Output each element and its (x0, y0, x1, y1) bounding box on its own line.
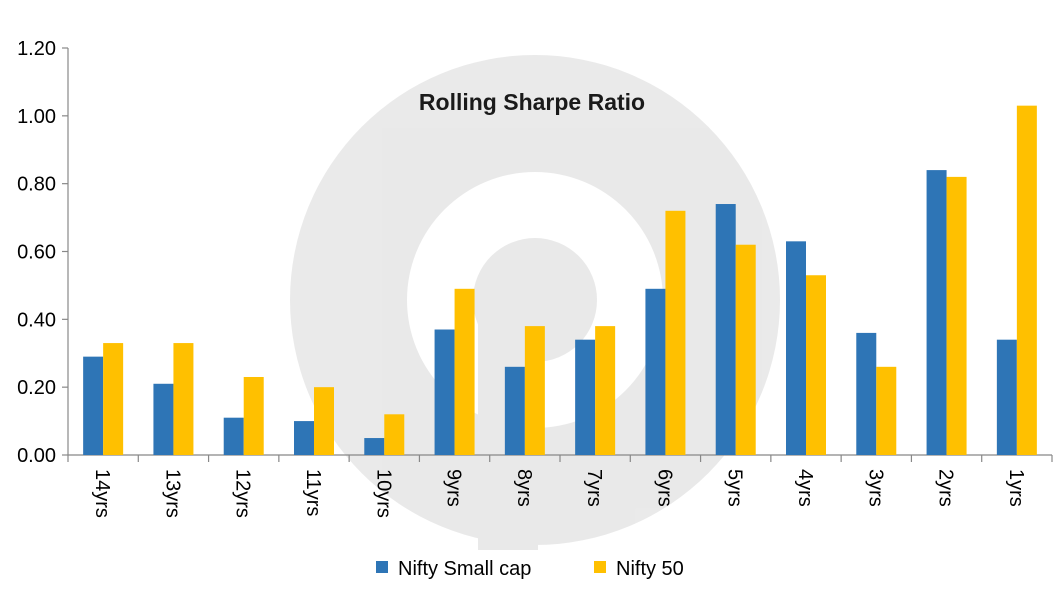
x-tick-label: 5yrs (724, 469, 746, 507)
y-tick-label: 0.00 (17, 445, 56, 467)
bar-nifty-50-6yrs (665, 210, 686, 455)
bar-nifty-50-12yrs (243, 376, 264, 455)
bar-nifty-small-cap-10yrs (364, 438, 385, 455)
bar-nifty-small-cap-9yrs (434, 329, 455, 455)
bar-nifty-small-cap-8yrs (504, 366, 525, 455)
x-tick-label: 9yrs (443, 469, 465, 507)
y-tick-label: 0.20 (17, 377, 56, 399)
bar-nifty-small-cap-12yrs (223, 417, 244, 455)
bar-nifty-50-4yrs (806, 275, 826, 455)
bar-nifty-50-9yrs (454, 288, 475, 455)
y-tick-label: 0.40 (17, 309, 56, 331)
bar-nifty-small-cap-5yrs (715, 204, 736, 455)
chart-title: Rolling Sharpe Ratio (419, 89, 645, 115)
x-tick-label: 7yrs (583, 469, 605, 507)
bars (83, 105, 1037, 456)
bar-nifty-small-cap-13yrs (153, 383, 174, 455)
legend-label-nifty-50: Nifty 50 (616, 558, 684, 580)
bar-nifty-small-cap-6yrs (645, 288, 666, 455)
x-tick-label: 2yrs (935, 469, 957, 507)
x-tick-label: 10yrs (372, 469, 394, 518)
bar-nifty-small-cap-7yrs (575, 339, 596, 455)
y-tick-label: 0.60 (17, 242, 56, 264)
y-tick-label: 0.80 (17, 174, 56, 196)
bar-nifty-small-cap-1yrs (996, 339, 1017, 455)
bar-nifty-50-14yrs (103, 343, 124, 455)
bar-nifty-small-cap-4yrs (786, 241, 806, 455)
x-tick-label: 11yrs (302, 469, 324, 516)
x-tick-label: 12yrs (232, 469, 254, 518)
bar-nifty-50-7yrs (595, 326, 616, 455)
bar-nifty-small-cap-14yrs (83, 356, 104, 455)
x-tick-label: 1yrs (1005, 469, 1027, 507)
bar-nifty-50-11yrs (314, 387, 334, 455)
x-axis-ticks (67, 455, 1053, 462)
x-tick-label: 8yrs (513, 469, 535, 507)
bar-nifty-small-cap-2yrs (926, 170, 947, 455)
legend-swatch-nifty-small-cap (376, 561, 388, 573)
legend: Nifty Small cap Nifty 50 (376, 558, 684, 580)
bar-nifty-50-2yrs (946, 176, 967, 455)
bar-nifty-50-13yrs (173, 343, 194, 455)
y-axis-ticks: 0.00 0.20 0.40 0.60 0.80 1.00 1.20 (17, 38, 68, 467)
bar-nifty-50-8yrs (524, 326, 545, 455)
x-axis-labels: 14yrs 13yrs 12yrs 11yrs 10yrs 9yrs 8yrs 7yrs 6yr… (91, 469, 1027, 518)
x-tick-label: 4yrs (794, 469, 816, 507)
bar-nifty-50-3yrs (876, 366, 897, 455)
bar-nifty-50-1yrs (1016, 105, 1037, 456)
x-tick-label: 14yrs (91, 469, 113, 518)
legend-swatch-nifty-50 (594, 561, 606, 573)
y-tick-label: 1.20 (17, 38, 56, 60)
x-tick-label: 13yrs (161, 469, 183, 518)
y-tick-label: 1.00 (17, 106, 56, 128)
legend-label-nifty-small-cap: Nifty Small cap (398, 558, 531, 580)
bar-nifty-50-10yrs (384, 414, 405, 455)
bar-nifty-small-cap-3yrs (856, 332, 877, 455)
bar-nifty-50-5yrs (735, 244, 756, 455)
x-tick-label: 6yrs (653, 469, 675, 507)
x-tick-label: 3yrs (864, 469, 886, 507)
bar-nifty-small-cap-11yrs (294, 421, 314, 455)
